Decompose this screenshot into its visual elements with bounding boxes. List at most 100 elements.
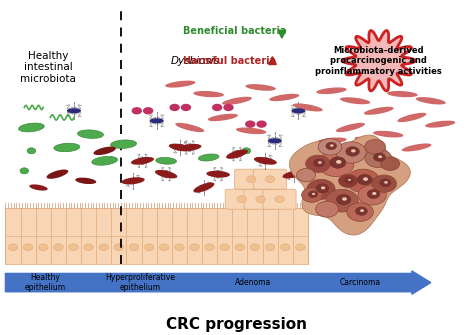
Circle shape <box>363 177 368 181</box>
Circle shape <box>330 144 334 147</box>
Circle shape <box>346 169 380 193</box>
Polygon shape <box>290 135 410 235</box>
Circle shape <box>235 244 245 251</box>
Ellipse shape <box>425 121 456 128</box>
Ellipse shape <box>178 144 201 151</box>
Circle shape <box>318 161 322 164</box>
Ellipse shape <box>78 130 103 138</box>
FancyBboxPatch shape <box>263 189 296 209</box>
Circle shape <box>367 190 380 199</box>
Circle shape <box>347 203 374 221</box>
Circle shape <box>237 196 246 203</box>
Ellipse shape <box>223 104 234 111</box>
Ellipse shape <box>401 143 431 151</box>
Circle shape <box>275 196 284 203</box>
Circle shape <box>316 184 329 193</box>
Circle shape <box>372 175 396 192</box>
Circle shape <box>301 188 322 202</box>
Circle shape <box>380 179 391 187</box>
Circle shape <box>246 176 256 183</box>
Ellipse shape <box>226 149 248 159</box>
Ellipse shape <box>316 137 347 144</box>
Circle shape <box>337 194 351 205</box>
Circle shape <box>384 181 388 184</box>
Circle shape <box>38 244 48 251</box>
Circle shape <box>378 155 382 158</box>
Ellipse shape <box>169 144 192 151</box>
Circle shape <box>159 244 169 251</box>
Ellipse shape <box>175 123 204 132</box>
Ellipse shape <box>254 157 277 165</box>
Ellipse shape <box>155 170 177 179</box>
Circle shape <box>330 157 346 168</box>
FancyBboxPatch shape <box>235 169 268 189</box>
Ellipse shape <box>206 171 230 178</box>
Circle shape <box>250 244 260 251</box>
Ellipse shape <box>27 148 36 154</box>
Circle shape <box>145 244 154 251</box>
Circle shape <box>360 209 364 212</box>
Circle shape <box>54 244 63 251</box>
Circle shape <box>306 155 330 173</box>
Text: Harmful bacteria: Harmful bacteria <box>182 56 276 66</box>
Ellipse shape <box>355 137 384 145</box>
Text: Hyperproliferative
epithelium: Hyperproliferative epithelium <box>105 273 175 292</box>
Ellipse shape <box>132 107 142 115</box>
Circle shape <box>205 244 214 251</box>
Circle shape <box>336 142 366 163</box>
FancyArrow shape <box>5 271 431 294</box>
Ellipse shape <box>156 157 176 164</box>
Circle shape <box>84 244 93 251</box>
Ellipse shape <box>269 94 299 101</box>
Circle shape <box>307 179 335 199</box>
Circle shape <box>365 149 392 168</box>
Ellipse shape <box>92 156 118 165</box>
Circle shape <box>348 179 351 181</box>
Ellipse shape <box>283 170 305 179</box>
Bar <box>5 208 308 264</box>
Ellipse shape <box>165 81 195 88</box>
Circle shape <box>8 244 18 251</box>
Ellipse shape <box>18 123 44 132</box>
Ellipse shape <box>340 97 370 104</box>
Circle shape <box>281 244 290 251</box>
Ellipse shape <box>20 168 28 174</box>
Ellipse shape <box>373 131 403 137</box>
Circle shape <box>338 174 357 188</box>
Circle shape <box>356 207 367 215</box>
Ellipse shape <box>212 104 222 111</box>
Circle shape <box>321 186 325 189</box>
Circle shape <box>256 196 265 203</box>
Polygon shape <box>343 30 415 91</box>
Circle shape <box>99 244 109 251</box>
Ellipse shape <box>29 184 48 191</box>
Circle shape <box>129 244 139 251</box>
Circle shape <box>374 153 385 161</box>
Ellipse shape <box>131 157 154 165</box>
Ellipse shape <box>336 123 365 132</box>
Ellipse shape <box>242 148 251 154</box>
Circle shape <box>342 197 347 201</box>
Text: Beneficial bacteria: Beneficial bacteria <box>182 26 286 36</box>
Circle shape <box>326 189 358 212</box>
Circle shape <box>297 169 315 182</box>
Ellipse shape <box>46 170 68 179</box>
Circle shape <box>345 177 353 183</box>
Ellipse shape <box>397 113 427 122</box>
Text: Carcinoma: Carcinoma <box>339 278 381 287</box>
Ellipse shape <box>199 154 219 161</box>
Text: Healthy
epithelium: Healthy epithelium <box>25 273 66 292</box>
Ellipse shape <box>316 87 347 94</box>
Ellipse shape <box>387 91 418 97</box>
Circle shape <box>265 176 275 183</box>
Ellipse shape <box>364 107 394 115</box>
Circle shape <box>381 157 400 171</box>
Ellipse shape <box>150 118 164 123</box>
Ellipse shape <box>208 114 238 121</box>
Circle shape <box>314 159 325 167</box>
Circle shape <box>312 193 315 195</box>
Ellipse shape <box>67 108 81 113</box>
Circle shape <box>296 244 305 251</box>
Ellipse shape <box>306 147 329 154</box>
Ellipse shape <box>416 97 446 105</box>
